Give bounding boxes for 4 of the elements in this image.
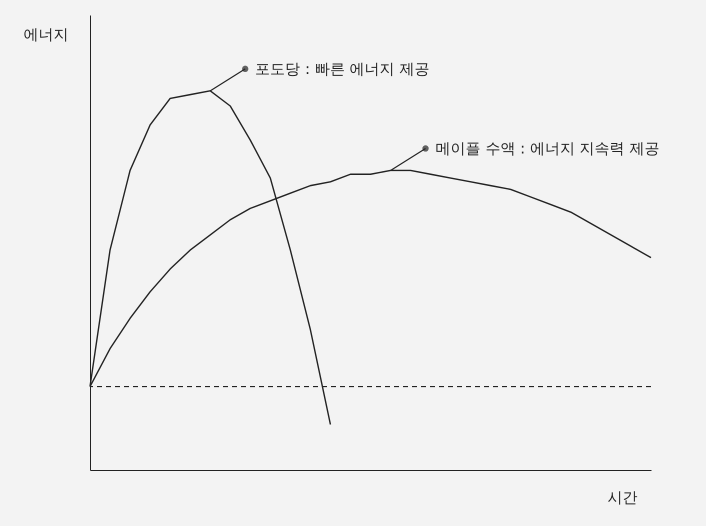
- legend-label: 포도당 : 빠른 에너지 제공: [255, 60, 430, 78]
- x-axis-title: 시간: [608, 488, 638, 506]
- y-axis-title: 에너지: [24, 26, 68, 44]
- legend-label: 메이플 수액 : 에너지 지속력 제공: [436, 139, 660, 158]
